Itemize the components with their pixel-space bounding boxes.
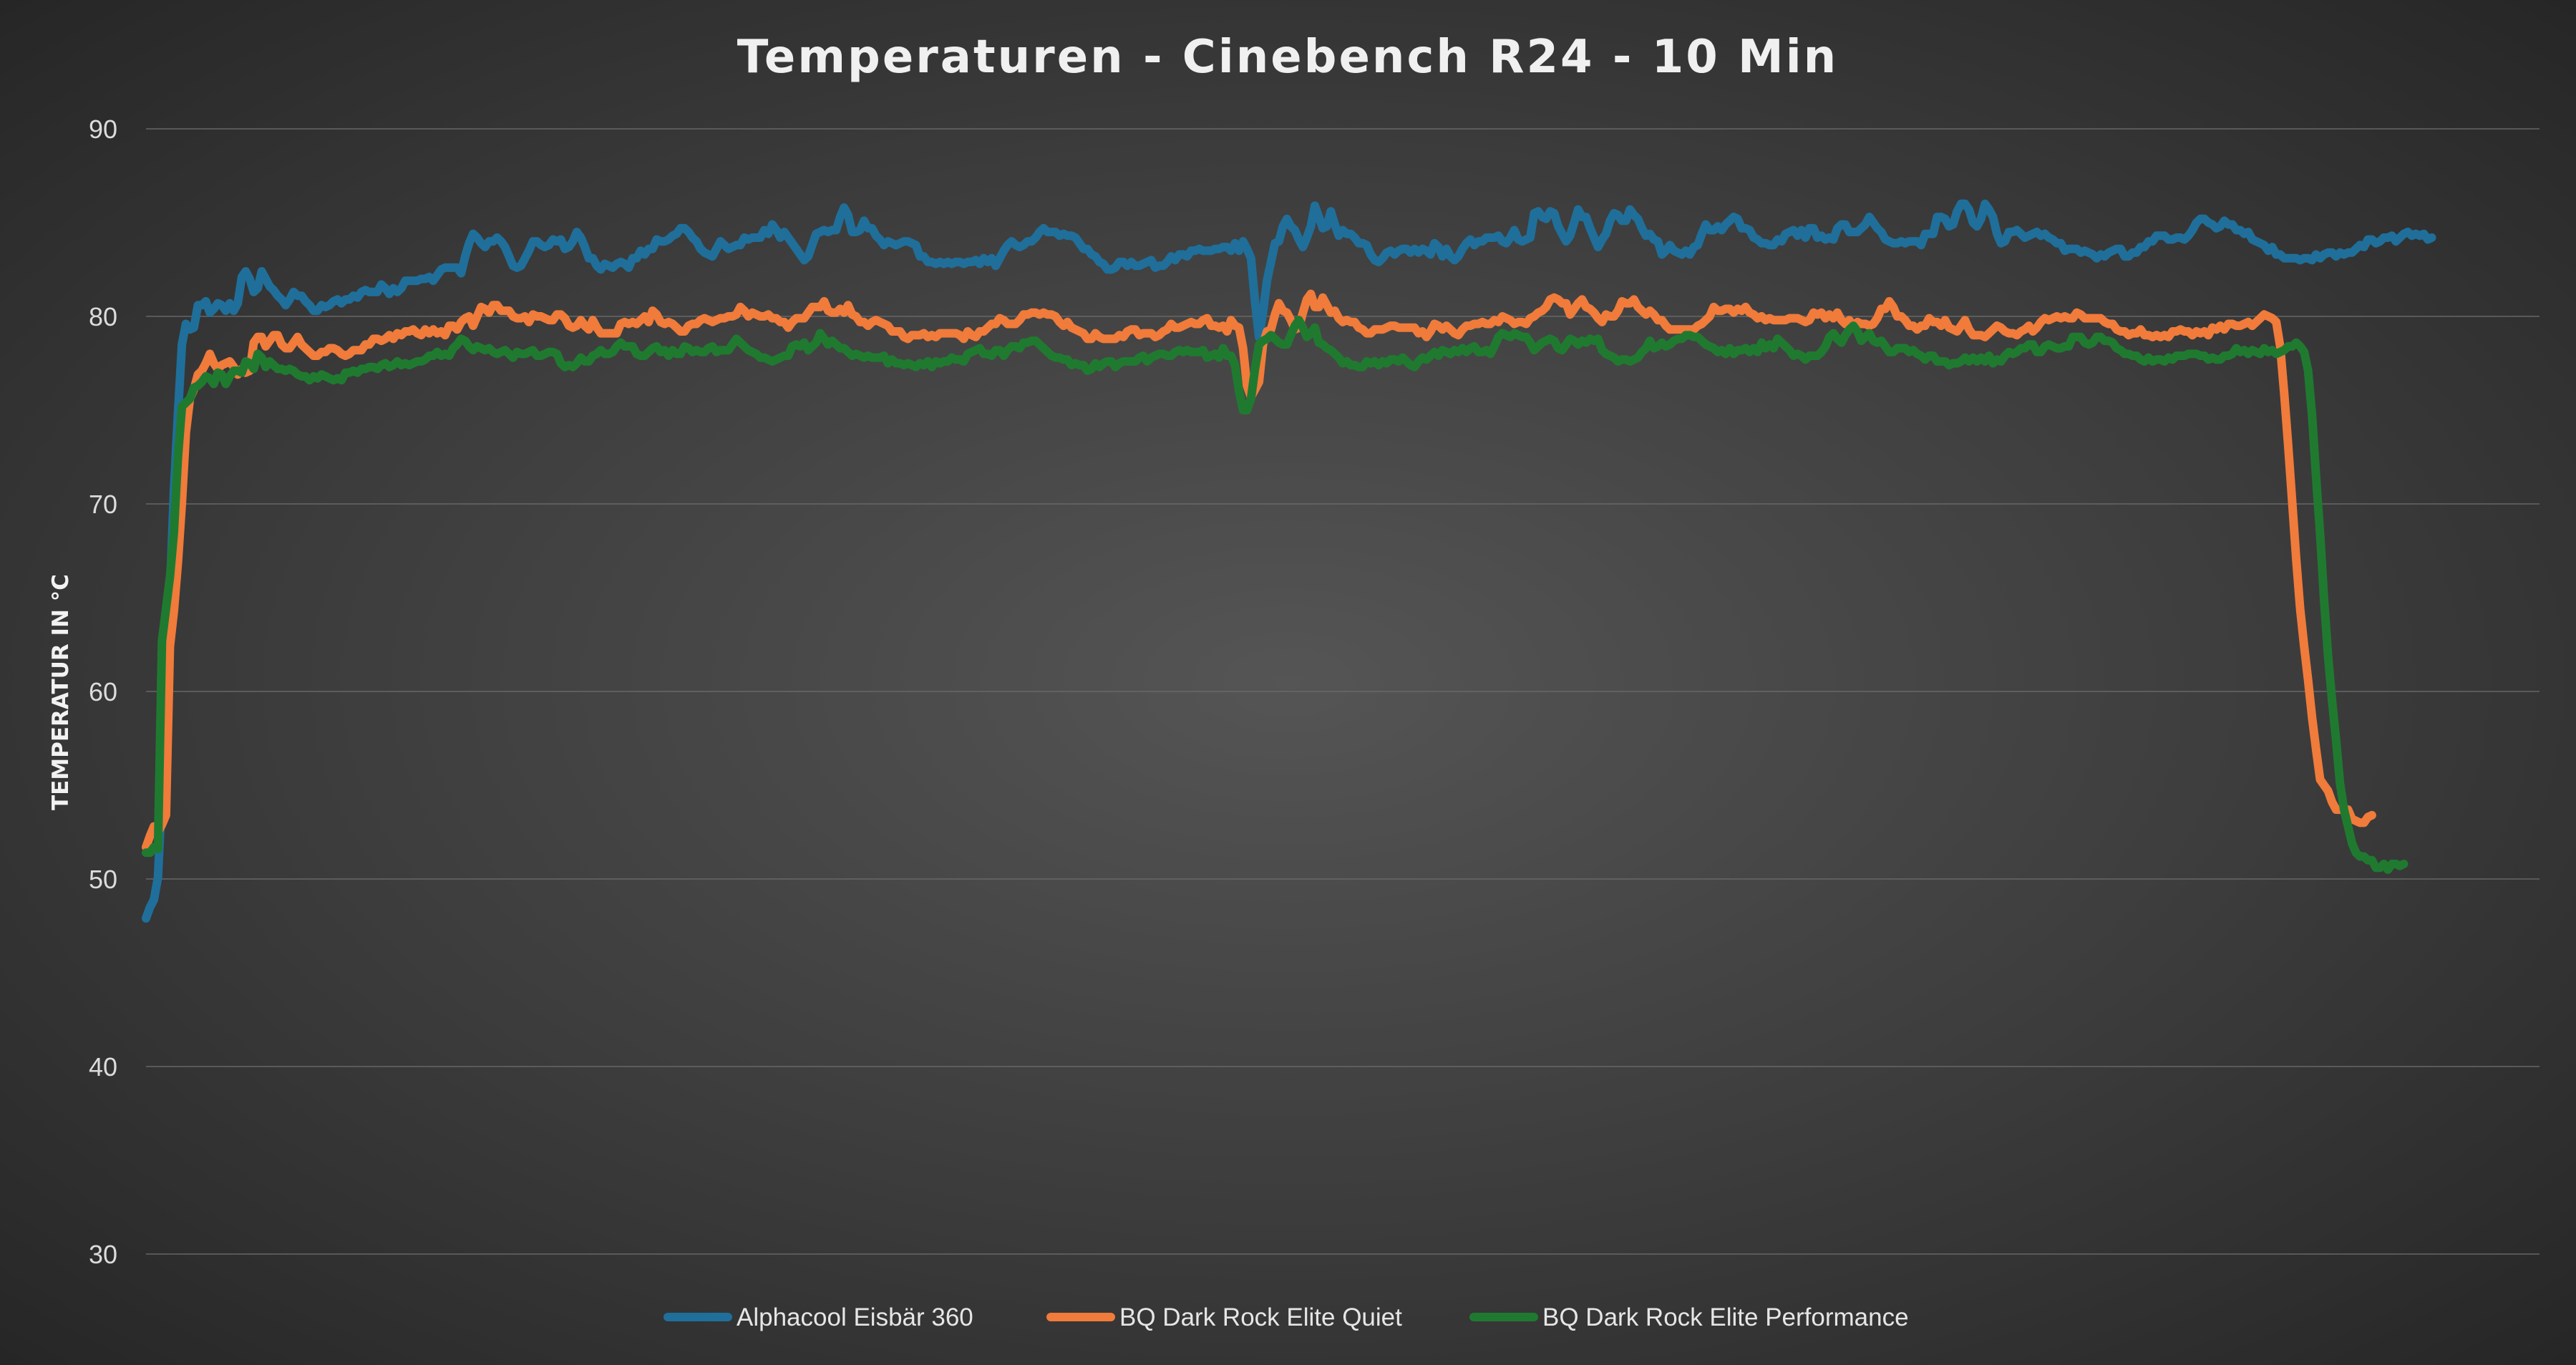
series-line-1 [142,199,2436,923]
plot-lines [142,199,2436,923]
y-tick-label: 90 [89,115,117,144]
legend-item: BQ Dark Rock Elite Quiet [1046,1303,1402,1331]
y-tick-label: 70 [89,490,117,519]
legend: Alphacool Eisbär 360 BQ Dark Rock Elite Q… [664,1303,1909,1331]
chart-title: Temperaturen - Cinebench R24 - 10 Min [737,31,1838,84]
legend-label: Alphacool Eisbär 360 [737,1303,973,1331]
legend-label: BQ Dark Rock Elite Quiet [1119,1303,1402,1331]
y-tick-label: 60 [89,677,117,706]
y-tick-label: 80 [89,302,117,331]
y-axis-ticks: 90 80 70 60 50 40 30 [89,115,117,1269]
y-tick-label: 40 [89,1052,117,1082]
series-line-2 [142,289,2376,852]
legend-label: BQ Dark Rock Elite Performance [1542,1303,1909,1331]
legend-item: BQ Dark Rock Elite Performance [1469,1303,1909,1331]
y-tick-label: 30 [89,1240,117,1269]
y-axis-label: TEMPERATUR IN °C [48,574,74,810]
gridlines [146,128,2539,1255]
y-tick-label: 50 [89,865,117,894]
series-line-3 [142,316,2409,874]
legend-item: Alphacool Eisbär 360 [664,1303,973,1331]
